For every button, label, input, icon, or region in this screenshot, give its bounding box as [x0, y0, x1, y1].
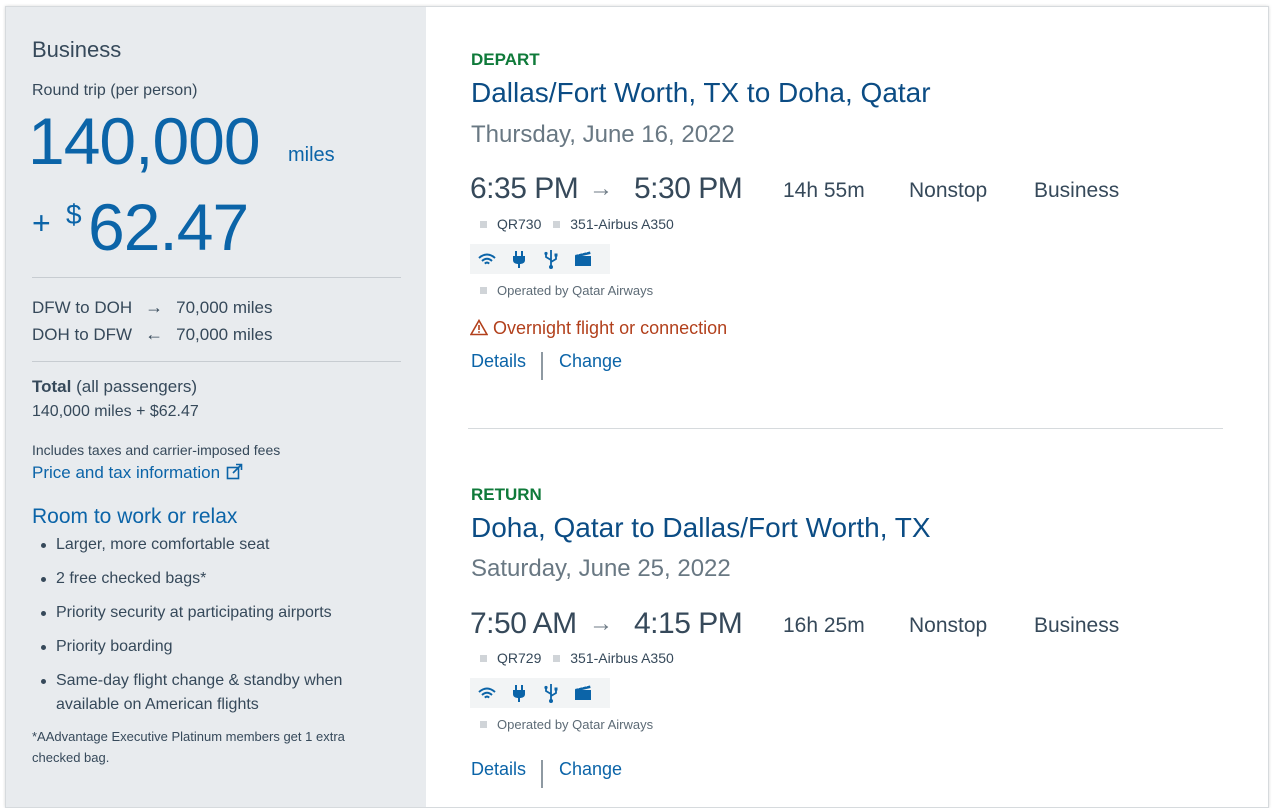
external-link-icon: [226, 463, 243, 485]
benefit-item: 2 free checked bags*: [41, 567, 426, 591]
trip-type-label: Round trip (per person): [32, 82, 198, 99]
depart-flight-info: QR730 351-Airbus A350: [480, 216, 674, 232]
return-stops: Nonstop: [909, 614, 988, 637]
return-duration: 16h 25m: [783, 614, 865, 637]
price-summary-panel: Business Round trip (per person) 140,000…: [6, 7, 426, 807]
power-icon: [508, 682, 534, 704]
cash-amount: 62.47: [88, 190, 249, 264]
entertainment-icon: [572, 682, 598, 704]
depart-operator: Operated by Qatar Airways: [480, 283, 653, 298]
arrow-right-icon: →: [589, 175, 613, 202]
return-cabin: Business: [1034, 614, 1120, 637]
segment-route: DFW to DOH: [32, 298, 133, 317]
total-heading: Total (all passengers): [32, 377, 197, 397]
total-suffix: (all passengers): [76, 377, 198, 396]
return-date: Saturday, June 25, 2022: [471, 555, 731, 582]
itinerary-panel: DEPART Dallas/Fort Worth, TX to Doha, Qa…: [426, 7, 1268, 807]
divider: [32, 361, 401, 362]
return-label: RETURN: [471, 485, 542, 504]
wifi-icon: [476, 248, 502, 270]
divider: [32, 277, 401, 278]
overnight-warning: Overnight flight or connection: [469, 318, 728, 339]
miles-amount: 140,000: [28, 104, 261, 178]
arrow-right-icon: →: [589, 610, 613, 637]
segment-inbound: DOH to DFW ← 70,000 miles: [32, 324, 273, 345]
depart-cabin: Business: [1034, 179, 1120, 202]
includes-fees-note: Includes taxes and carrier-imposed fees: [32, 442, 281, 458]
trip-summary-card: Business Round trip (per person) 140,000…: [5, 6, 1269, 808]
flight-number: QR730: [497, 216, 542, 232]
segment-outbound: DFW to DOH → 70,000 miles: [32, 297, 273, 318]
benefit-item: Same-day flight change & standby when av…: [41, 669, 366, 717]
bullet-square: [480, 721, 487, 728]
depart-amenities: [470, 244, 610, 274]
bullet-square: [553, 655, 561, 662]
footnote: *AAdvantage Executive Platinum members g…: [32, 729, 345, 765]
wifi-icon: [476, 682, 502, 704]
benefit-item: Priority boarding: [41, 635, 426, 659]
return-change-link[interactable]: Change: [559, 759, 623, 779]
depart-details-link[interactable]: Details: [471, 351, 527, 371]
bullet-square: [480, 221, 487, 228]
segment-miles: 70,000 miles: [176, 325, 273, 344]
benefit-item: Priority security at participating airpo…: [41, 601, 426, 625]
bullet-square: [480, 287, 487, 294]
aircraft-type: 351-Airbus A350: [570, 650, 674, 666]
warning-text: Overnight flight or connection: [493, 318, 728, 338]
usb-icon: [540, 682, 566, 704]
arrow-left-icon: ←: [145, 324, 164, 344]
aircraft-type: 351-Airbus A350: [570, 216, 674, 232]
return-arrival-time: 4:15 PM: [634, 607, 743, 640]
benefits-list: Larger, more comfortable seat 2 free che…: [32, 533, 426, 727]
depart-departure-time: 6:35 PM: [470, 172, 579, 205]
operated-by: Operated by Qatar Airways: [497, 283, 654, 298]
return-departure-time: 7:50 AM: [470, 607, 577, 640]
benefit-item: Larger, more comfortable seat: [41, 533, 426, 557]
price-tax-info-label: Price and tax information: [32, 463, 221, 482]
bullet-square: [553, 221, 561, 228]
miles-unit: miles: [288, 144, 335, 166]
power-icon: [508, 248, 534, 270]
benefits-title: Room to work or relax: [32, 505, 238, 528]
segment-route: DOH to DFW: [32, 325, 133, 344]
link-separator: [541, 352, 543, 380]
return-operator: Operated by Qatar Airways: [480, 717, 653, 732]
return-flight-info: QR729 351-Airbus A350: [480, 650, 674, 666]
bullet-square: [480, 655, 487, 662]
return-amenities: [470, 678, 610, 708]
usb-icon: [540, 248, 566, 270]
return-route: Doha, Qatar to Dallas/Fort Worth, TX: [471, 512, 931, 543]
arrow-right-icon: →: [145, 297, 164, 317]
warning-icon: [469, 318, 489, 338]
segment-miles: 70,000 miles: [176, 298, 273, 317]
flight-number: QR729: [497, 650, 542, 666]
depart-arrival-time: 5:30 PM: [634, 172, 743, 205]
price-tax-info-link[interactable]: Price and tax information: [32, 463, 243, 485]
link-separator: [541, 760, 543, 788]
return-details-link[interactable]: Details: [471, 759, 527, 779]
total-label: Total: [32, 377, 72, 396]
section-divider: [468, 428, 1223, 429]
entertainment-icon: [572, 248, 598, 270]
depart-label: DEPART: [471, 50, 540, 69]
operated-by: Operated by Qatar Airways: [497, 717, 654, 732]
depart-duration: 14h 55m: [783, 179, 865, 202]
total-value: 140,000 miles + $62.47: [32, 403, 199, 420]
cabin-title: Business: [32, 37, 122, 62]
plus-sign: +: [32, 205, 51, 241]
currency-symbol: $: [66, 199, 82, 230]
depart-change-link[interactable]: Change: [559, 351, 623, 371]
depart-stops: Nonstop: [909, 179, 988, 202]
depart-date: Thursday, June 16, 2022: [471, 121, 735, 148]
depart-route: Dallas/Fort Worth, TX to Doha, Qatar: [471, 77, 931, 108]
